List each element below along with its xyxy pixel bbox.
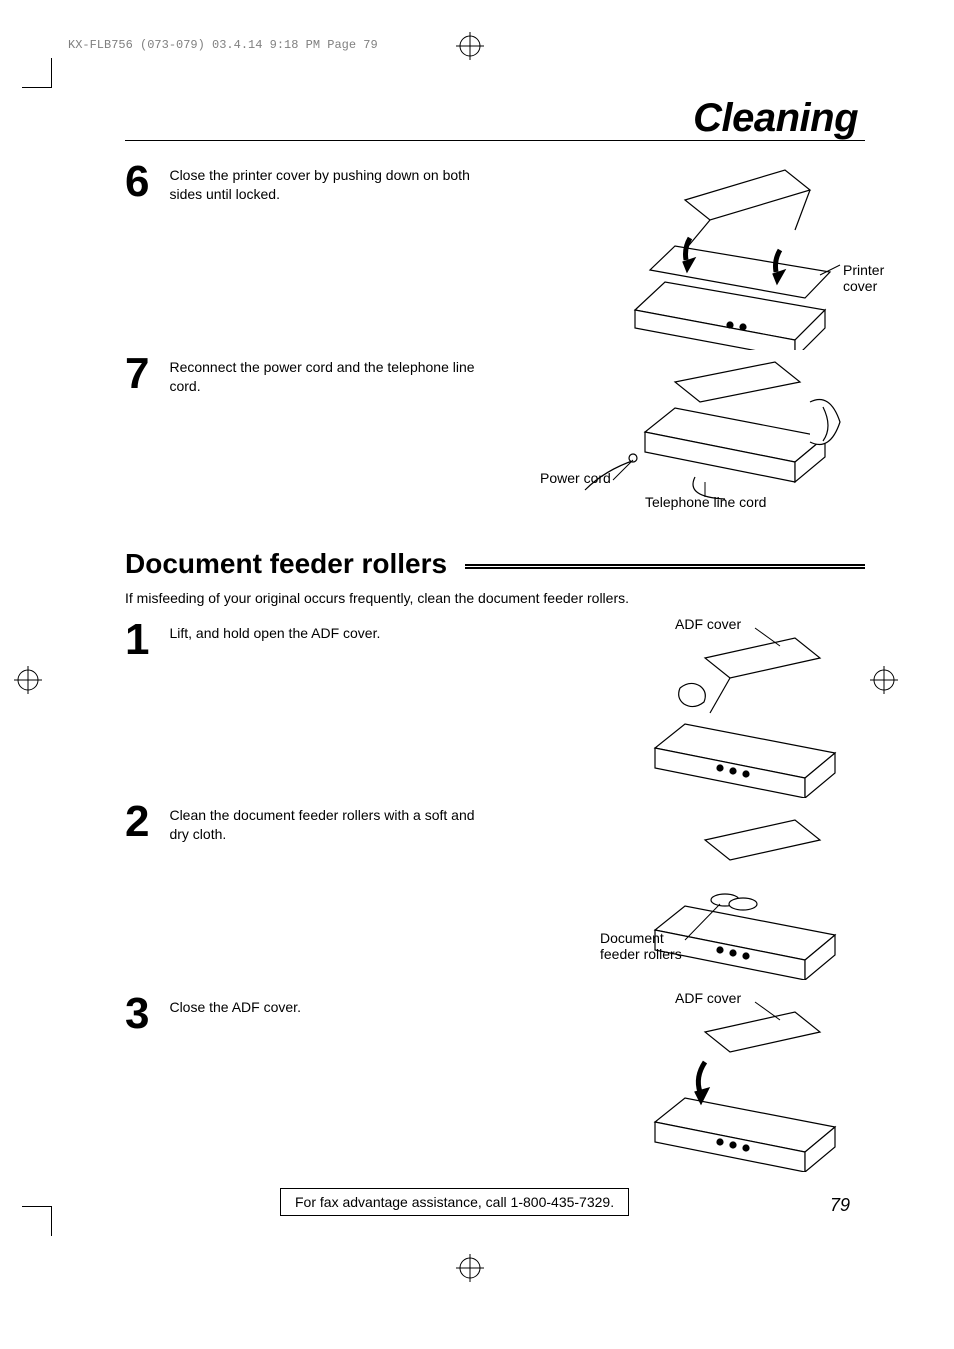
callout-feeder-rollers-l1: Document — [600, 930, 664, 946]
step-1: 1 Lift, and hold open the ADF cover. — [125, 618, 865, 662]
step-number: 6 — [125, 160, 165, 204]
print-job-info: KX-FLB756 (073-079) 03.4.14 9:18 PM Page… — [68, 38, 378, 52]
title-rule — [125, 140, 865, 141]
step-text: Lift, and hold open the ADF cover. — [169, 618, 479, 643]
section-rule — [465, 564, 865, 570]
page-number: 79 — [830, 1195, 850, 1216]
adf-rollers-illustration: Document feeder rollers — [625, 800, 865, 980]
crop-mark-icon — [456, 1254, 484, 1282]
callout-power-cord: Power cord — [540, 470, 611, 486]
step-number: 3 — [125, 992, 165, 1036]
callout-telephone-line-cord: Telephone line cord — [645, 494, 766, 510]
callout-printer-cover: Printer cover — [843, 262, 893, 294]
corner-mark — [22, 1206, 52, 1236]
callout-feeder-rollers-l2: feeder rollers — [600, 946, 682, 962]
printer-close-cover-illustration: Printer cover — [595, 160, 865, 350]
callout-adf-cover-close: ADF cover — [675, 990, 741, 1006]
step-text: Close the ADF cover. — [169, 992, 479, 1017]
section-heading: Document feeder rollers — [125, 548, 447, 580]
step-2: 2 Clean the document feeder rollers with… — [125, 800, 865, 844]
crop-mark-icon — [14, 666, 42, 694]
adf-close-illustration: ADF cover — [625, 992, 865, 1172]
step-3: 3 Close the ADF cover. ADF cover — [125, 992, 865, 1036]
step-7: 7 Reconnect the power cord and the telep… — [125, 352, 865, 396]
corner-mark — [22, 58, 52, 88]
step-6: 6 Close the printer cover by pushing dow… — [125, 160, 865, 204]
printer-reconnect-illustration: Power cord Telephone line cord — [575, 342, 865, 502]
footer-assist-box: For fax advantage assistance, call 1-800… — [280, 1188, 629, 1216]
step-number: 1 — [125, 618, 165, 662]
step-number: 7 — [125, 352, 165, 396]
crop-mark-icon — [456, 32, 484, 60]
page-title: Cleaning — [693, 96, 858, 141]
step-text: Reconnect the power cord and the telepho… — [169, 352, 479, 396]
step-text: Close the printer cover by pushing down … — [169, 160, 479, 204]
page-body: Cleaning 6 Close the printer cover by pu… — [60, 60, 880, 1240]
step-text: Clean the document feeder rollers with a… — [169, 800, 479, 844]
step-number: 2 — [125, 800, 165, 844]
adf-lift-illustration: ADF cover — [625, 618, 865, 798]
section-intro: If misfeeding of your original occurs fr… — [125, 590, 629, 606]
callout-adf-cover: ADF cover — [675, 616, 741, 632]
